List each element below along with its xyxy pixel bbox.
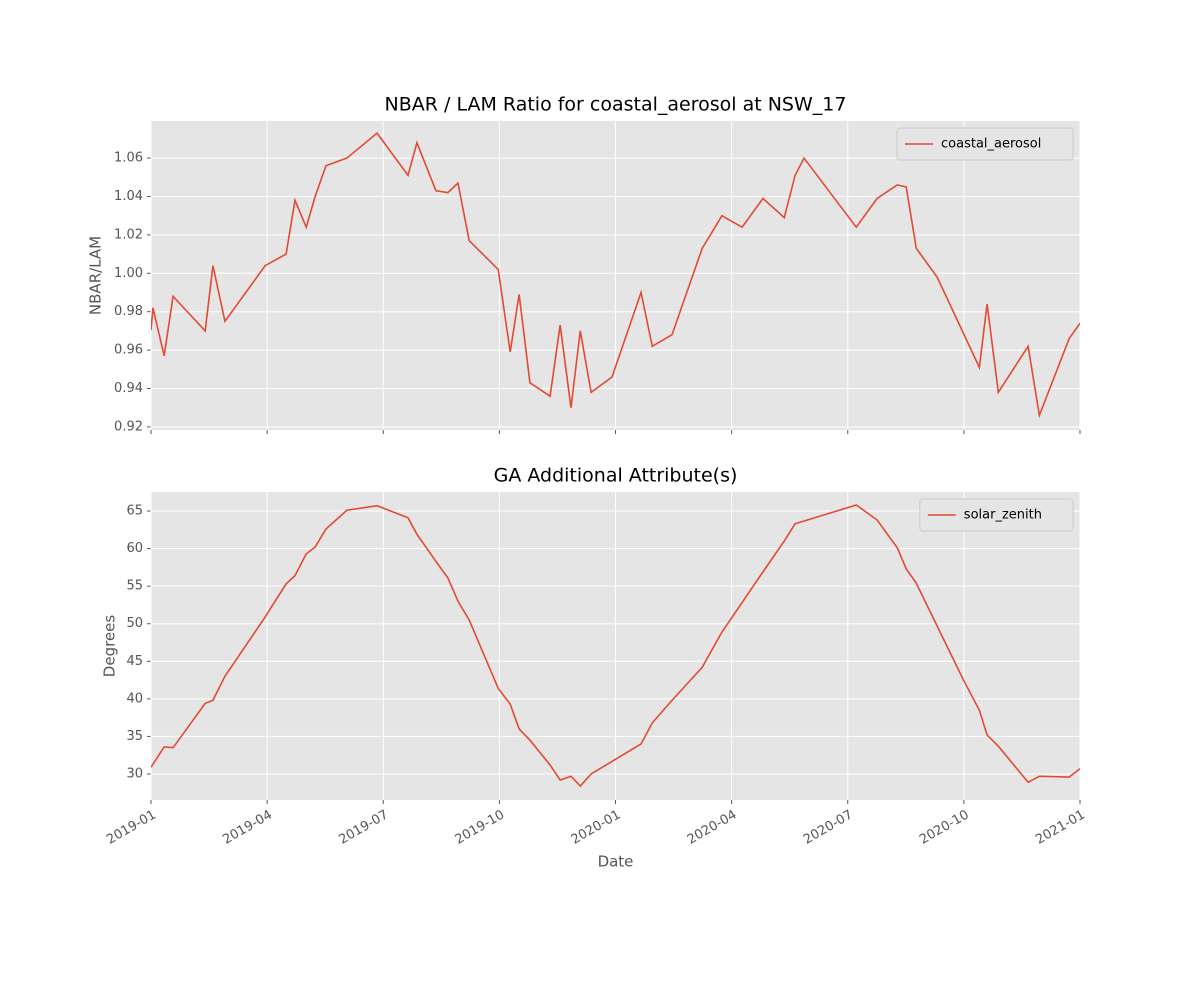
data-line xyxy=(151,504,1080,788)
x-tick-label: 2020-04 xyxy=(685,808,740,848)
y-axis-label: Degrees xyxy=(101,615,119,678)
chart-title: NBAR / LAM Ratio for coastal_aerosol at … xyxy=(385,94,847,116)
legend-label: coastal_aerosol xyxy=(941,137,1041,152)
x-tick-label: 2019-01 xyxy=(104,808,159,848)
y-tick-label: 65 xyxy=(126,504,143,519)
y-tick-label: 1.04 xyxy=(114,189,143,204)
legend-box xyxy=(919,498,1074,532)
y-tick-label: 50 xyxy=(126,616,143,631)
y-tick-label: 1.06 xyxy=(114,151,143,166)
x-axis-label: Date xyxy=(598,853,634,871)
y-tick-label: 45 xyxy=(126,654,143,669)
data-line xyxy=(151,131,1080,419)
x-tick-label: 2020-10 xyxy=(917,808,972,848)
y-tick-label: 0.92 xyxy=(114,419,143,434)
x-tick-label: 2019-10 xyxy=(453,808,508,848)
y-tick-label: 30 xyxy=(126,767,143,782)
y-tick-label: 1.02 xyxy=(114,227,143,242)
x-tick-label: 2019-07 xyxy=(336,808,391,848)
y-tick-label: 55 xyxy=(126,579,143,594)
y-tick-label: 0.94 xyxy=(114,381,143,396)
y-axis-label: NBAR/LAM xyxy=(87,236,105,315)
y-tick-label: 40 xyxy=(126,691,143,706)
x-tick-label: 2020-07 xyxy=(801,808,856,848)
y-tick-label: 35 xyxy=(126,729,143,744)
x-tick-label: 2020-01 xyxy=(569,808,624,848)
legend-label: solar_zenith xyxy=(964,508,1042,523)
x-tick-label: 2021-01 xyxy=(1033,808,1088,848)
y-tick-label: 1.00 xyxy=(114,266,143,281)
chart-title: GA Additional Attribute(s) xyxy=(494,465,738,487)
legend-box xyxy=(896,127,1074,161)
y-tick-label: 60 xyxy=(126,541,143,556)
y-tick-label: 0.98 xyxy=(114,304,143,319)
y-tick-label: 0.96 xyxy=(114,343,143,358)
x-tick-label: 2019-04 xyxy=(220,808,275,848)
